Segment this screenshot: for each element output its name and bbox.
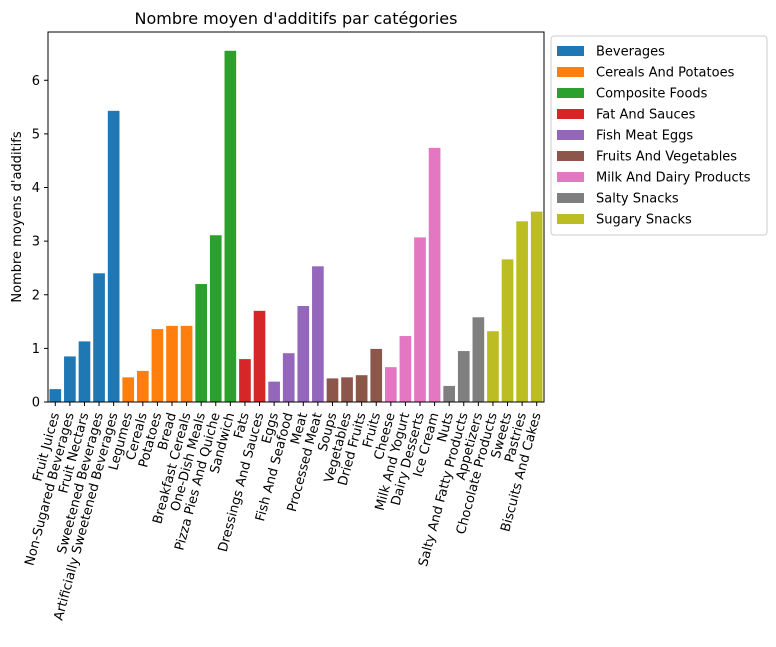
legend-swatch [557,130,584,140]
bar-salty-and-fatty-products [457,351,470,402]
bars-layer [49,50,543,403]
bar-ice-cream [428,147,441,402]
bar-cheese [384,367,397,402]
bar-soups [326,378,339,402]
bar-legumes [122,377,135,402]
bar-sweets [501,259,514,402]
bar-cereals [136,370,149,402]
legend-label: Composite Foods [596,87,708,102]
bar-processed-meat [312,266,324,402]
chart-title: Nombre moyen d'additifs par catégories [135,9,458,28]
legend-swatch [557,109,584,119]
legend-label: Salty Snacks [596,192,679,207]
bar-potatoes [151,329,164,402]
bar-nuts [443,385,456,402]
legend-label: Milk And Dairy Products [596,171,751,186]
bar-one-dish-meals [195,284,208,402]
y-axis-label: Nombre moyens d'additifs [10,131,25,302]
bar-chocolate-products [487,331,499,402]
y-tick-label: 0 [32,396,40,411]
bar-bread [166,325,178,402]
bar-fruit-nectars [78,341,91,402]
legend-label: Sugary Snacks [596,213,692,228]
bar-meat [297,306,310,402]
legend-swatch [557,193,584,203]
bar-sandwich [224,50,237,403]
legend-swatch [557,172,584,182]
bar-milk-and-yogurt [399,336,412,402]
y-tick-label: 4 [32,181,40,196]
bar-vegetables [341,377,353,402]
y-tick-label: 2 [32,288,40,303]
bar-dried-fruits [355,375,368,402]
bar-biscuits-and-cakes [530,211,543,402]
bar-sweetened-beverages [93,273,105,402]
legend-swatch [557,151,584,161]
bar-pizza-pies-and-quiche [209,235,222,402]
y-tick-label: 6 [32,74,40,89]
plot-frame [47,31,545,403]
legend-swatch [557,46,584,56]
legend-label: Fruits And Vegetables [596,150,737,165]
legend-label: Beverages [596,45,665,60]
bar-breakfast-cereals [180,325,193,402]
legend-label: Cereals And Potatoes [596,66,735,81]
legend-box [550,35,768,236]
bar-non-sugared-beverages [64,356,76,402]
x-tick-label: Fats [232,411,253,440]
legend-swatch [557,67,584,77]
legend-label: Fat And Sauces [596,108,696,123]
legend-label: Fish Meat Eggs [596,129,693,144]
bar-fats [239,359,251,402]
legend-swatch [557,88,584,98]
bar-artificially-sweetened-beverages [107,110,120,402]
bar-fish-and-seafood [282,353,295,402]
bar-appetizers [472,317,485,402]
y-axis: 0 1 2 3 4 5 6 [32,74,48,411]
y-tick-label: 1 [32,342,40,357]
bar-fruits [370,348,383,402]
y-tick-label: 3 [32,235,40,250]
bar-eggs [268,381,280,402]
legend: Beverages Cereals And Potatoes Composite F… [550,35,768,236]
legend-swatch [557,214,584,224]
y-tick-label: 5 [32,127,40,142]
bar-fruit-juices [49,389,62,402]
bar-dressings-and-sauces [253,310,266,402]
bar-dairy-desserts [414,237,426,402]
bar-pastries [516,221,528,402]
